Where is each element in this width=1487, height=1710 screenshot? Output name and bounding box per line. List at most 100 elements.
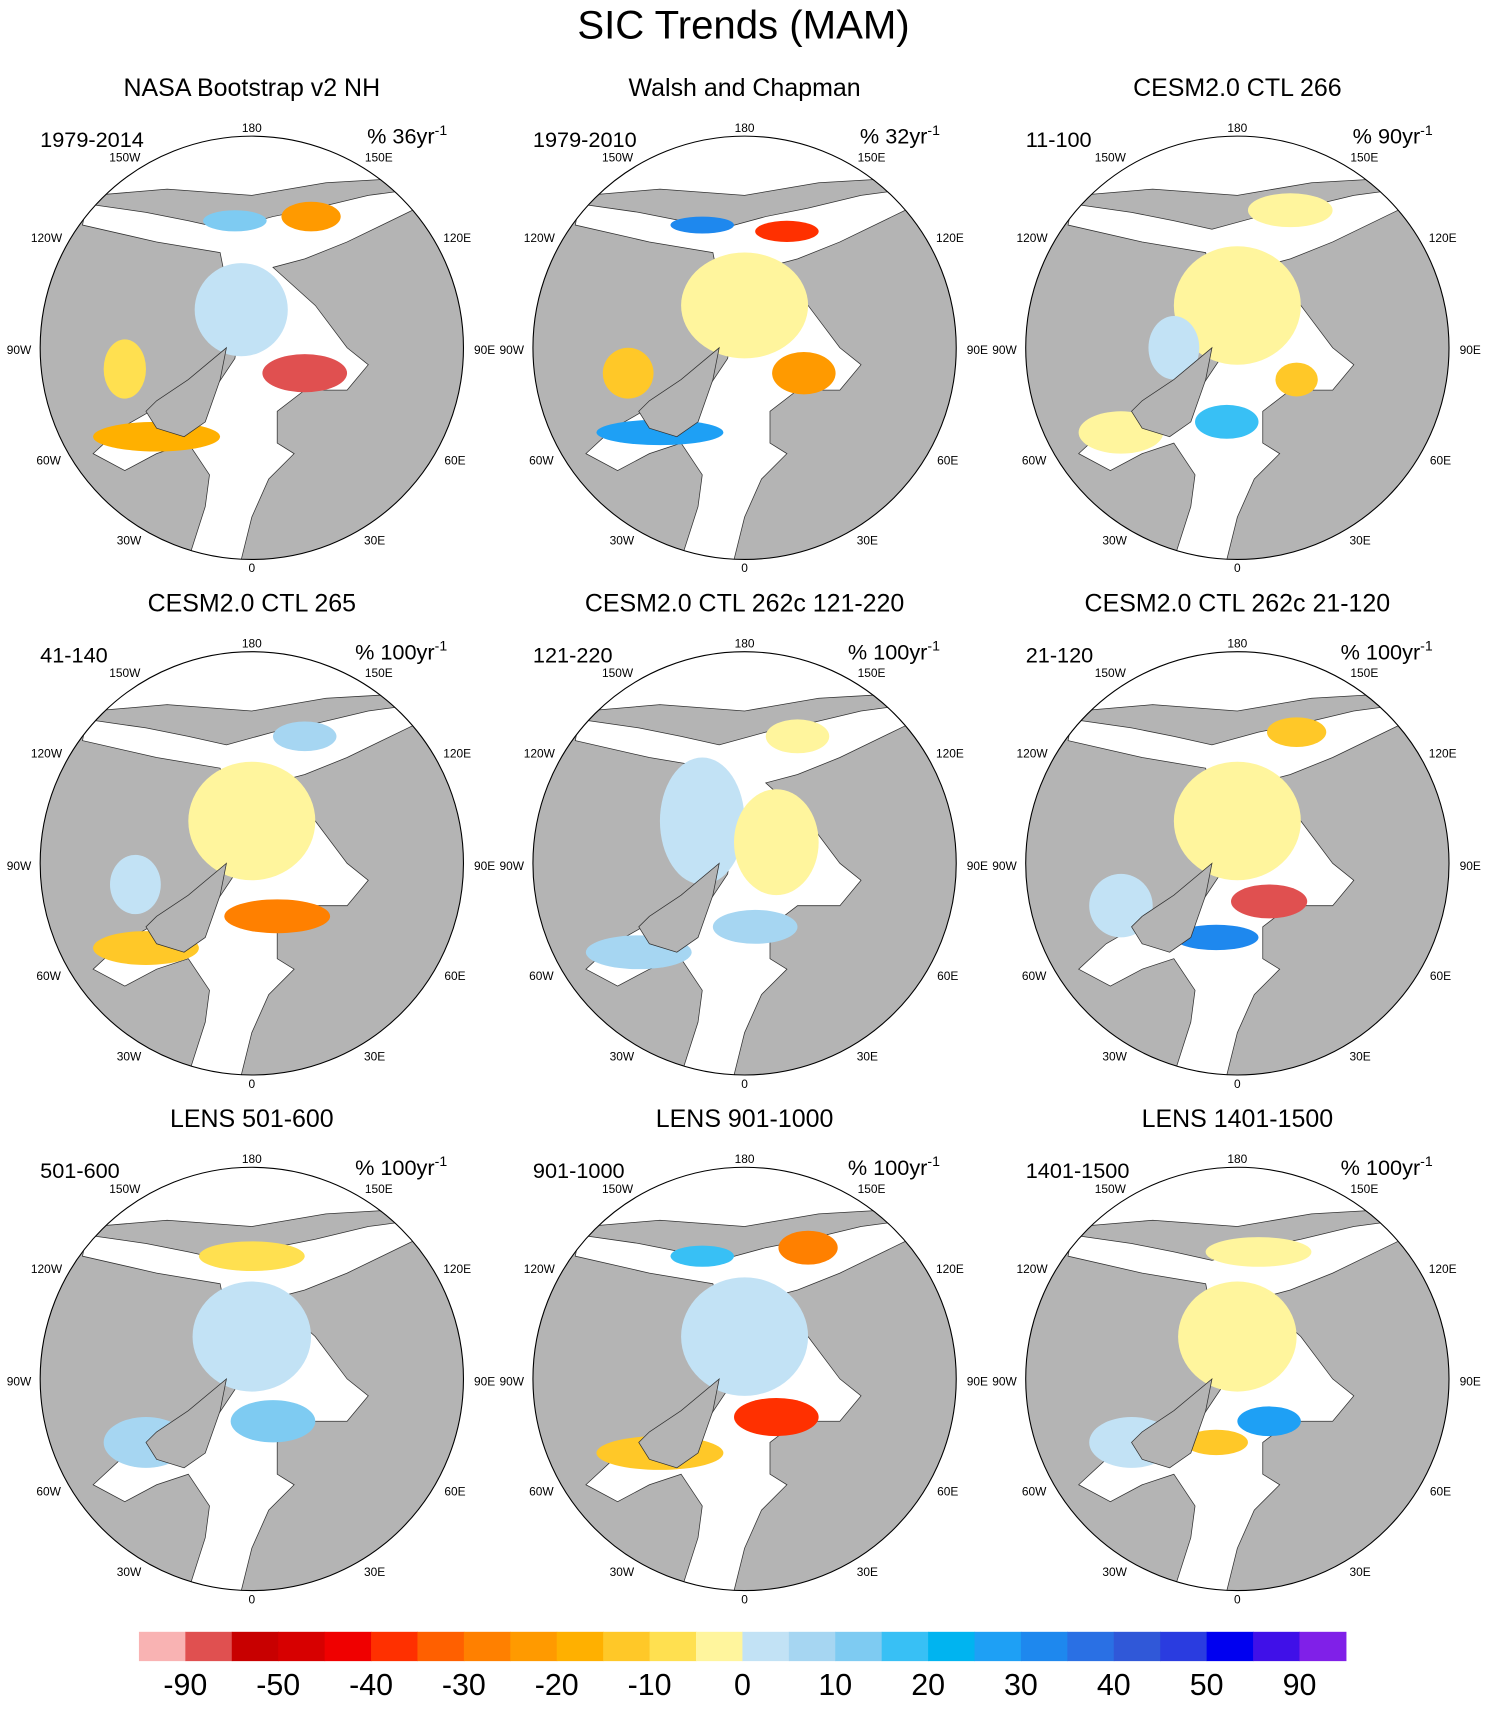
ocean: [1067, 190, 1404, 560]
units-exponent: -1: [1420, 1153, 1433, 1169]
longitude-label: 60W: [529, 969, 554, 983]
longitude-label: 60W: [529, 1484, 554, 1498]
colorbar-box: [1020, 1631, 1068, 1662]
longitude-label: 90W: [7, 343, 32, 357]
colorbar-box: [1206, 1631, 1254, 1662]
units-exponent: -1: [435, 1153, 448, 1169]
colorbar-box: [138, 1631, 186, 1662]
longitude-label: 180: [1227, 637, 1247, 651]
units-text: % 100yr: [1341, 639, 1421, 664]
panel-title: LENS 901-1000: [656, 1105, 834, 1133]
units-text: % 100yr: [355, 639, 435, 664]
ocean: [82, 706, 418, 1076]
colorbar-box: [603, 1631, 651, 1662]
ocean: [1067, 1221, 1404, 1591]
longitude-label: 90W: [992, 1374, 1017, 1388]
ice-trend-area: [192, 1281, 312, 1392]
ice-trend-area: [281, 201, 341, 232]
units-label: % 100yr-1: [848, 1153, 940, 1180]
map-panel: CESM2.0 CTL 265 41-140 % 100yr-1 180 150W 150…: [7, 590, 496, 1091]
units-label: % 32yr-1: [860, 122, 940, 149]
panel-title: Walsh and Chapman: [629, 74, 861, 102]
map-panel: CESM2.0 CTL 266 11-100 % 90yr-1 180 150W 150E…: [992, 74, 1481, 575]
longitude-label: 150W: [602, 666, 634, 680]
map-border: [1025, 1166, 1450, 1592]
longitude-label: 120E: [443, 231, 471, 245]
ice-trend-area: [198, 1241, 305, 1271]
longitude-label: 30E: [857, 534, 878, 548]
colorbar-box: [417, 1631, 465, 1662]
longitude-label: 150E: [365, 666, 393, 680]
longitude-label: 120W: [1016, 747, 1048, 761]
colorbar-box: [278, 1631, 326, 1662]
longitude-label: 90W: [992, 859, 1017, 873]
longitude-label: 90E: [1460, 1374, 1481, 1388]
longitude-label: 30W: [1102, 534, 1127, 548]
longitude-label: 90W: [500, 343, 525, 357]
map: [532, 651, 957, 1076]
longitude-label: 0: [741, 561, 748, 575]
longitude-label: 150W: [602, 151, 634, 165]
longitude-label: 120W: [1016, 1262, 1048, 1276]
units-label: % 100yr-1: [848, 638, 940, 665]
colorbar-box: [928, 1631, 976, 1662]
longitude-label: 30W: [117, 534, 142, 548]
units-exponent: -1: [927, 1153, 940, 1169]
ice-trend-area: [194, 263, 288, 357]
longitude-label: 30W: [610, 534, 635, 548]
ice-trend-area: [272, 721, 337, 752]
longitude-label: 150E: [1350, 1182, 1378, 1196]
units-text: % 100yr: [355, 1155, 435, 1180]
longitude-label: 60W: [1022, 1484, 1047, 1498]
map: [40, 136, 464, 560]
ice-trend-area: [1237, 1406, 1301, 1437]
ice-trend-area: [755, 220, 819, 242]
longitude-label: 180: [242, 1152, 262, 1166]
map-border: [39, 651, 465, 1076]
longitude-label: 60E: [1430, 453, 1451, 467]
greenland: [638, 862, 720, 953]
colorbar-box: [974, 1631, 1022, 1662]
longitude-label: 150W: [109, 151, 141, 165]
longitude-label: 60E: [444, 969, 465, 983]
colorbar-label: 30: [1004, 1668, 1038, 1702]
period-label: 21-120: [1026, 643, 1094, 668]
colorbar-label: -30: [442, 1668, 486, 1702]
longitude-label: 150W: [109, 1182, 141, 1196]
longitude-label: 30W: [117, 1049, 142, 1063]
map-panel: CESM2.0 CTL 262c 121-220 121-220 % 100yr-1…: [500, 590, 989, 1091]
ice-trend-area: [681, 1277, 809, 1396]
longitude-label: 30E: [1350, 1565, 1371, 1579]
longitude-label: 150W: [1095, 151, 1127, 165]
longitude-label: 90E: [474, 1374, 495, 1388]
colorbar-box: [1160, 1631, 1208, 1662]
longitude-label: 30E: [857, 1049, 878, 1063]
map: [40, 651, 464, 1076]
colorbar-box: [324, 1631, 372, 1662]
longitude-label: 60E: [937, 969, 958, 983]
greenland: [1131, 862, 1213, 953]
longitude-label: 90E: [967, 343, 988, 357]
units-label: % 100yr-1: [1341, 1153, 1433, 1180]
colorbar-label: 40: [1097, 1668, 1131, 1702]
longitude-label: 150E: [1350, 666, 1378, 680]
ice-trend-area: [262, 354, 348, 393]
period-label: 11-100: [1026, 127, 1092, 152]
longitude-label: 120E: [443, 747, 471, 761]
colorbar-box: [371, 1631, 419, 1662]
longitude-label: 0: [248, 1592, 255, 1606]
units-text: % 100yr: [1341, 1155, 1421, 1180]
longitude-label: 120E: [1429, 747, 1457, 761]
panel-title: CESM2.0 CTL 265: [148, 590, 357, 618]
colorbar-label: -50: [256, 1668, 300, 1702]
longitude-label: 150E: [1350, 151, 1378, 165]
ice-trend-area: [670, 1245, 735, 1267]
longitude-label: 0: [741, 1592, 748, 1606]
longitude-label: 90W: [7, 1374, 32, 1388]
map: [1025, 136, 1450, 560]
units-text: % 90yr: [1353, 124, 1421, 149]
longitude-label: 60E: [1430, 1484, 1451, 1498]
longitude-label: 90E: [474, 859, 495, 873]
ice-trend-area: [188, 761, 316, 881]
longitude-label: 90E: [1460, 343, 1481, 357]
